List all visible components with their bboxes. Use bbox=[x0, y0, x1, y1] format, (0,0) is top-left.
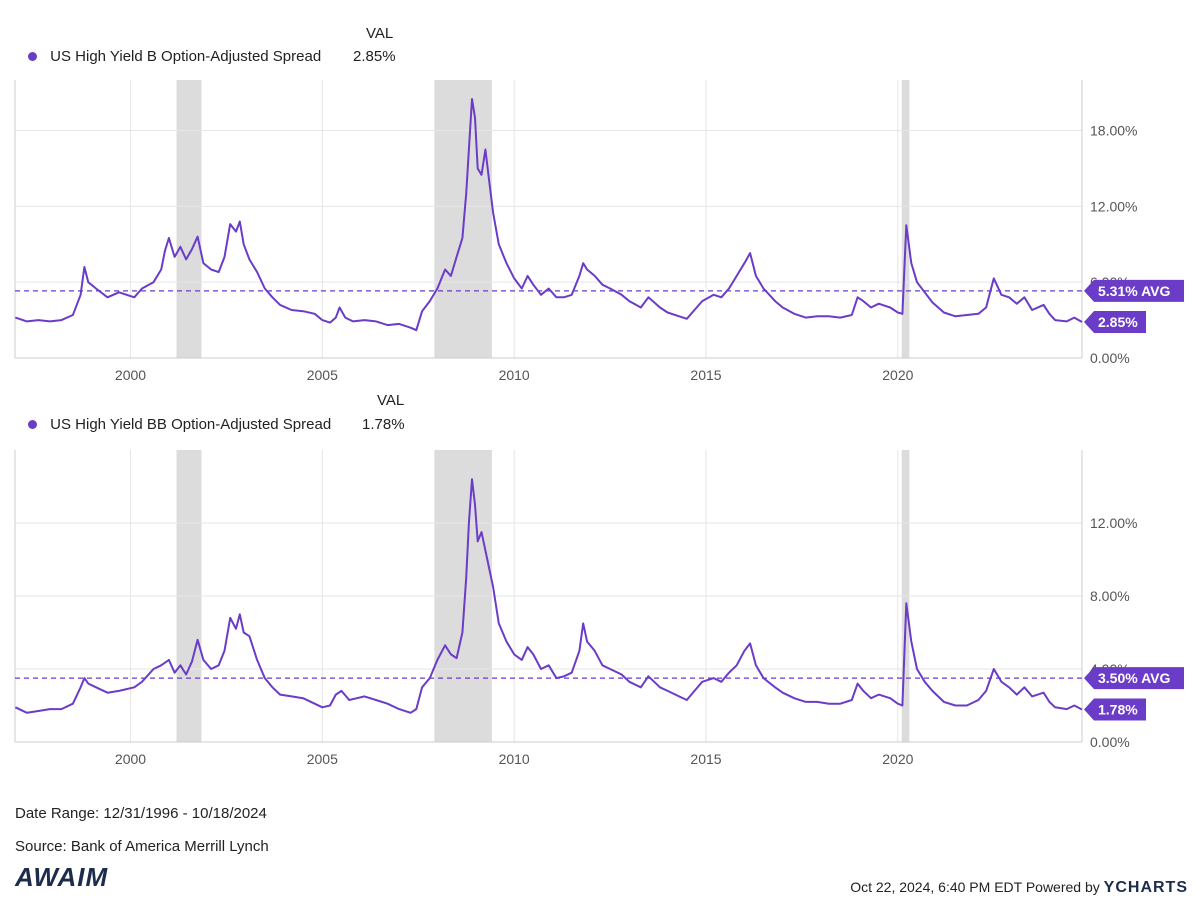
y-tick-label: 12.00% bbox=[1090, 515, 1137, 531]
recession-band bbox=[176, 80, 202, 358]
legend-series-value: 1.78% bbox=[362, 416, 405, 433]
x-tick-label: 2000 bbox=[115, 367, 146, 383]
x-tick-label: 2015 bbox=[690, 367, 721, 383]
y-tick-label: 8.00% bbox=[1090, 588, 1130, 604]
legend-series-name: US High Yield BB Option-Adjusted Spread bbox=[50, 416, 332, 433]
val-header-1: VAL bbox=[366, 25, 394, 42]
awaim-logo: AWAIM bbox=[15, 862, 109, 892]
x-tick-label: 2010 bbox=[499, 367, 530, 383]
series-line bbox=[14, 478, 1083, 714]
source-note: Source: Bank of America Merrill Lynch bbox=[15, 838, 269, 855]
legend-series-1[interactable]: US High Yield B Option-Adjusted Spread bbox=[28, 48, 321, 65]
date-range: Date Range: 12/31/1996 - 10/18/2024 bbox=[15, 805, 267, 822]
chart-bb-spread: 200020052010201520200.00%4.00%8.00%12.00… bbox=[14, 450, 1184, 767]
x-tick-label: 2010 bbox=[499, 751, 530, 767]
x-tick-label: 2020 bbox=[882, 751, 913, 767]
avg-label: 5.31% AVG bbox=[1098, 283, 1170, 299]
x-tick-label: 2000 bbox=[115, 751, 146, 767]
legend-series-2[interactable]: US High Yield BB Option-Adjusted Spread bbox=[28, 416, 331, 433]
x-tick-label: 2005 bbox=[307, 751, 338, 767]
val-header-2: VAL bbox=[377, 392, 405, 409]
last-value-label: 2.85% bbox=[1098, 314, 1138, 330]
y-tick-label: 0.00% bbox=[1090, 350, 1130, 366]
timestamp-text: Oct 22, 2024, 6:40 PM EDT Powered by bbox=[850, 879, 1100, 895]
legend-series-name: US High Yield B Option-Adjusted Spread bbox=[50, 48, 322, 65]
y-tick-label: 18.00% bbox=[1090, 123, 1137, 139]
timestamp: Oct 22, 2024, 6:40 PM EDT Powered by YCH… bbox=[850, 879, 1188, 897]
avg-label-bg bbox=[1084, 667, 1184, 690]
y-tick-label: 0.00% bbox=[1090, 734, 1130, 750]
chart-b-spread: 200020052010201520200.00%6.00%12.00%18.0… bbox=[14, 80, 1184, 383]
legend-series-value: 2.85% bbox=[353, 48, 396, 65]
last-value-label-bg bbox=[1084, 310, 1146, 333]
last-value-label: 1.78% bbox=[1098, 702, 1138, 718]
recession-band bbox=[901, 80, 910, 358]
last-value-label-bg bbox=[1084, 698, 1146, 721]
legend-dot-icon bbox=[28, 419, 37, 429]
ycharts-brand: YCHARTS bbox=[1103, 879, 1188, 896]
x-tick-label: 2015 bbox=[690, 751, 721, 767]
x-tick-label: 2020 bbox=[882, 367, 913, 383]
x-tick-label: 2005 bbox=[307, 367, 338, 383]
legend-dot-icon bbox=[28, 51, 37, 61]
avg-label-bg bbox=[1084, 279, 1184, 302]
y-tick-label: 12.00% bbox=[1090, 198, 1137, 214]
series-line bbox=[15, 98, 1083, 332]
avg-label: 3.50% AVG bbox=[1098, 670, 1170, 686]
